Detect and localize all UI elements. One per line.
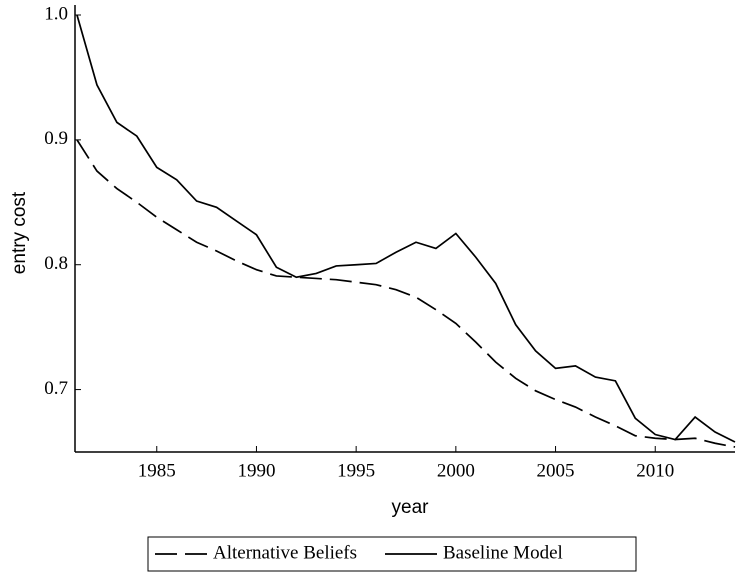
legend-box bbox=[147, 536, 637, 572]
y-tick-label: 0.8 bbox=[44, 253, 68, 274]
x-axis-label: year bbox=[392, 497, 430, 518]
x-tick-label: 2010 bbox=[636, 460, 674, 481]
x-tick-label: 1985 bbox=[138, 460, 176, 481]
x-tick-label: 1990 bbox=[237, 460, 275, 481]
y-tick-label: 0.7 bbox=[44, 378, 68, 399]
y-axis-label: entry cost bbox=[9, 191, 30, 274]
x-tick-label: 2005 bbox=[537, 460, 575, 481]
y-tick-label: 0.9 bbox=[44, 128, 68, 149]
x-tick-label: 2000 bbox=[437, 460, 475, 481]
legend-label: Alternative Beliefs bbox=[213, 542, 357, 563]
data-line bbox=[76, 139, 736, 448]
x-tick-label: 1995 bbox=[337, 460, 375, 481]
data-line bbox=[76, 14, 736, 443]
legend-label: Baseline Model bbox=[443, 542, 563, 563]
y-tick-label: 1.0 bbox=[44, 3, 68, 24]
